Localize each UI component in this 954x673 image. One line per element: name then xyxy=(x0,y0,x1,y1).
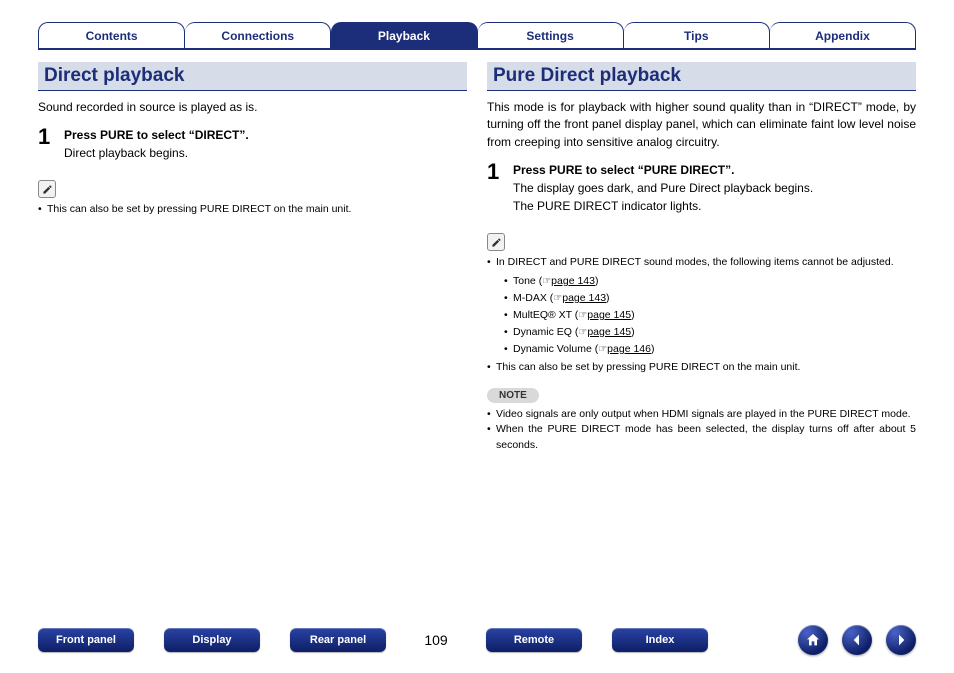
step-body: Press PURE to select “DIRECT”. Direct pl… xyxy=(64,126,249,162)
page-link[interactable]: page 145 xyxy=(587,326,631,338)
home-icon[interactable] xyxy=(798,625,828,655)
hand-icon: ☞ xyxy=(578,327,587,338)
tab-appendix[interactable]: Appendix xyxy=(770,22,916,48)
hand-icon: ☞ xyxy=(598,344,607,355)
tab-tips[interactable]: Tips xyxy=(624,22,770,48)
col-pure-direct: Pure Direct playback This mode is for pl… xyxy=(487,62,916,460)
col-direct-playback: Direct playback Sound recorded in source… xyxy=(38,62,467,460)
top-tabs: Contents Connections Playback Settings T… xyxy=(38,22,916,50)
prev-page-icon[interactable] xyxy=(842,625,872,655)
step-body: Press PURE to select “PURE DIRECT”. The … xyxy=(513,161,813,215)
tip-tail: This can also be set by pressing PURE DI… xyxy=(487,360,916,376)
step-rest-1: The display goes dark, and Pure Direct p… xyxy=(513,181,813,195)
page-link[interactable]: page 143 xyxy=(551,275,595,287)
hand-icon: ☞ xyxy=(553,293,562,304)
tip-lead-text: In DIRECT and PURE DIRECT sound modes, t… xyxy=(496,256,894,268)
page-link[interactable]: page 146 xyxy=(607,343,651,355)
next-page-icon[interactable] xyxy=(886,625,916,655)
note-list: Video signals are only output when HDMI … xyxy=(487,407,916,454)
step-number: 1 xyxy=(487,161,503,215)
tip-sub-item: Tone (☞page 143) xyxy=(504,273,916,290)
step-rest: Direct playback begins. xyxy=(64,146,188,160)
bottom-nav: Front panel Display Rear panel 109 Remot… xyxy=(0,625,954,655)
tip-icon xyxy=(487,233,505,251)
tab-contents[interactable]: Contents xyxy=(38,22,185,48)
tip-item: This can also be set by pressing PURE DI… xyxy=(38,202,467,218)
page-link[interactable]: page 145 xyxy=(587,309,631,321)
tip-list-direct: This can also be set by pressing PURE DI… xyxy=(38,202,467,218)
note-badge: NOTE xyxy=(487,388,539,403)
index-button[interactable]: Index xyxy=(612,628,708,652)
section-title-direct: Direct playback xyxy=(38,62,467,91)
front-panel-button[interactable]: Front panel xyxy=(38,628,134,652)
step-1-pure: 1 Press PURE to select “PURE DIRECT”. Th… xyxy=(487,161,916,215)
tip-sub-item: Dynamic EQ (☞page 145) xyxy=(504,324,916,341)
step-bold: Press PURE to select “DIRECT”. xyxy=(64,128,249,142)
intro-direct: Sound recorded in source is played as is… xyxy=(38,99,467,116)
section-title-pure: Pure Direct playback xyxy=(487,62,916,91)
tab-connections[interactable]: Connections xyxy=(185,22,331,48)
hand-icon: ☞ xyxy=(578,310,587,321)
hand-icon: ☞ xyxy=(542,276,551,287)
step-rest-2: The PURE DIRECT indicator lights. xyxy=(513,199,702,213)
display-button[interactable]: Display xyxy=(164,628,260,652)
tip-sub-list: Tone (☞page 143) M-DAX (☞page 143) MultE… xyxy=(504,273,916,358)
tip-list-pure: In DIRECT and PURE DIRECT sound modes, t… xyxy=(487,255,916,376)
tip-sub-item: Dynamic Volume (☞page 146) xyxy=(504,341,916,358)
tip-icon xyxy=(38,180,56,198)
tip-sub-item: MultEQ® XT (☞page 145) xyxy=(504,307,916,324)
note-item: Video signals are only output when HDMI … xyxy=(487,407,916,423)
remote-button[interactable]: Remote xyxy=(486,628,582,652)
tab-playback[interactable]: Playback xyxy=(331,22,477,48)
rear-panel-button[interactable]: Rear panel xyxy=(290,628,386,652)
tip-sub-item: M-DAX (☞page 143) xyxy=(504,290,916,307)
tab-settings[interactable]: Settings xyxy=(478,22,624,48)
step-1-direct: 1 Press PURE to select “DIRECT”. Direct … xyxy=(38,126,467,162)
step-number: 1 xyxy=(38,126,54,162)
page-link[interactable]: page 143 xyxy=(562,292,606,304)
tip-lead: In DIRECT and PURE DIRECT sound modes, t… xyxy=(487,255,916,358)
step-bold: Press PURE to select “PURE DIRECT”. xyxy=(513,163,734,177)
intro-pure: This mode is for playback with higher so… xyxy=(487,99,916,151)
note-item: When the PURE DIRECT mode has been selec… xyxy=(487,422,916,454)
page-number: 109 xyxy=(416,632,456,648)
